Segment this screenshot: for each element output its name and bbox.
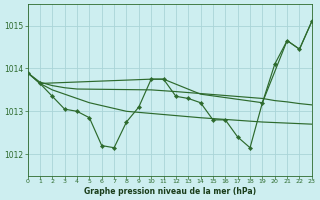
X-axis label: Graphe pression niveau de la mer (hPa): Graphe pression niveau de la mer (hPa): [84, 187, 256, 196]
